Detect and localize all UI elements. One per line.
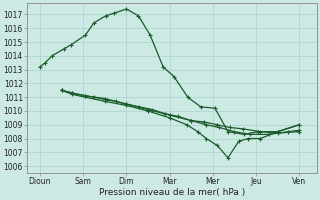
X-axis label: Pression niveau de la mer( hPa ): Pression niveau de la mer( hPa ) [99, 188, 245, 197]
